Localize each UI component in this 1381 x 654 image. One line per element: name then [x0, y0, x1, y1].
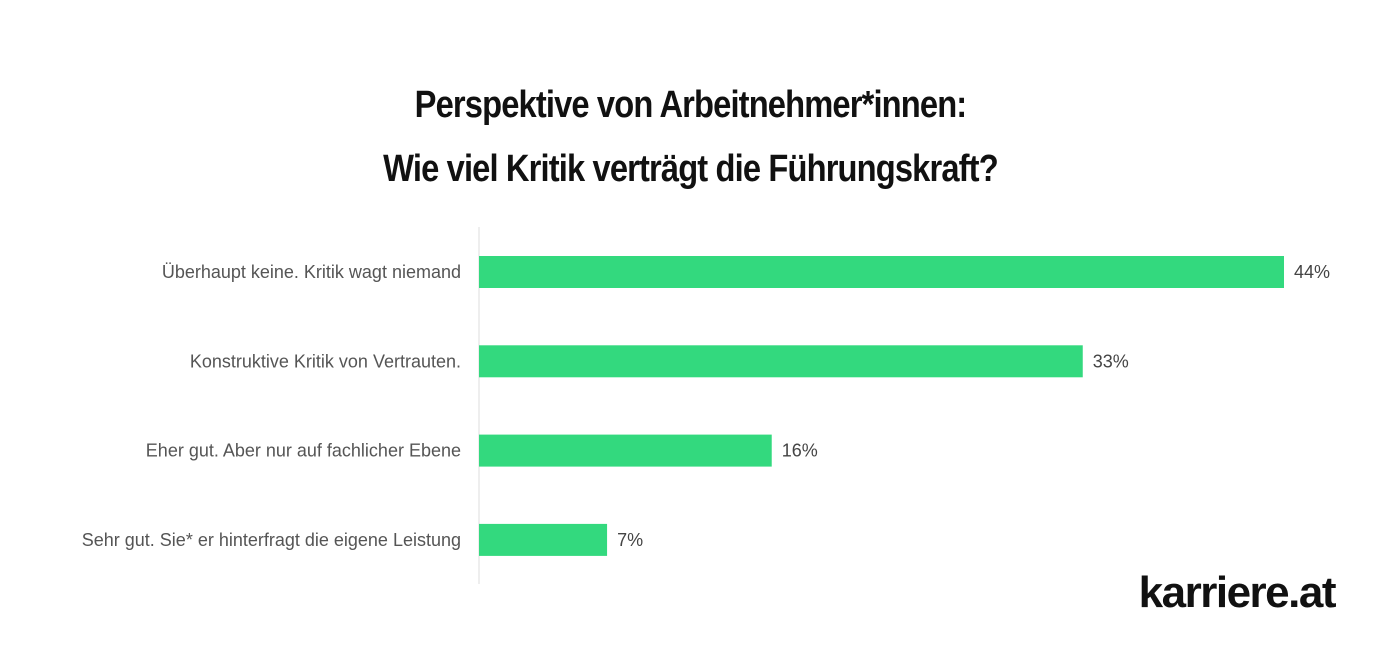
bar — [479, 345, 1083, 378]
chart-title-line-2: Wie viel Kritik verträgt die Führungskra… — [383, 148, 999, 190]
value-label: 16% — [782, 441, 818, 461]
value-label: 44% — [1294, 262, 1330, 282]
chart-title-line-1: Perspektive von Arbeitnehmer*innen: — [414, 84, 968, 126]
category-label: Eher gut. Aber nur auf fachlicher Ebene — [146, 441, 461, 461]
value-label: 33% — [1093, 351, 1129, 371]
bar — [479, 434, 772, 467]
category-label: Sehr gut. Sie* er hinterfragt die eigene… — [82, 530, 461, 550]
bar — [479, 256, 1284, 288]
value-label: 7% — [617, 530, 643, 550]
category-label: Überhaupt keine. Kritik wagt niemand — [162, 262, 461, 282]
karriere-logo: karriere.at — [1138, 568, 1337, 617]
category-label: Konstruktive Kritik von Vertrauten. — [190, 351, 461, 371]
bar — [479, 523, 608, 556]
